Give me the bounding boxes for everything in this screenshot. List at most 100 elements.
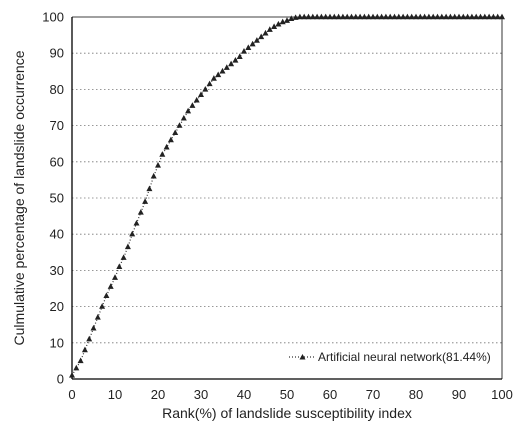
data-point-triangle xyxy=(335,13,342,20)
legend-label: Artificial neural network(81.44%) xyxy=(318,350,491,364)
data-point-triangle xyxy=(305,13,312,20)
data-point-triangle xyxy=(417,13,424,20)
data-point-triangle xyxy=(253,37,260,43)
y-tick-label: 100 xyxy=(42,10,64,25)
x-axis-title: Rank(%) of landslide susceptibility inde… xyxy=(162,405,412,421)
x-tick-labels: 0 10 20 30 40 50 60 70 80 90 100 xyxy=(68,387,512,402)
data-point-triangle xyxy=(210,75,217,81)
data-point-triangle xyxy=(344,13,351,20)
data-point-triangle xyxy=(81,346,88,353)
data-point-triangle xyxy=(245,44,252,50)
data-point-triangle xyxy=(69,371,75,378)
data-point-triangle xyxy=(215,71,222,78)
data-point-triangle xyxy=(77,357,84,364)
y-tick-label: 60 xyxy=(50,154,64,169)
data-point-triangle xyxy=(236,53,243,60)
data-point-triangle xyxy=(167,136,174,143)
data-point-triangle xyxy=(279,18,286,25)
data-point-triangle xyxy=(94,314,101,320)
data-point-triangle xyxy=(206,80,213,87)
data-point-triangle xyxy=(438,13,445,20)
data-point-triangle xyxy=(404,13,411,20)
data-point-triangle xyxy=(378,13,385,20)
legend-background xyxy=(284,346,499,368)
data-point-triangle xyxy=(271,23,278,29)
data-point-triangle xyxy=(292,14,299,20)
data-point-triangle xyxy=(361,13,368,20)
data-point-triangle xyxy=(447,13,454,20)
data-point-triangle xyxy=(413,13,419,20)
data-point-triangle xyxy=(348,13,355,20)
x-tick-label: 60 xyxy=(323,387,337,402)
data-point-triangle xyxy=(219,67,226,74)
data-point-triangle xyxy=(155,162,161,168)
data-point-triangle xyxy=(159,151,166,157)
data-point-triangle xyxy=(494,13,501,20)
data-point-triangle xyxy=(331,13,338,20)
y-tick-labels: 0 10 20 30 40 50 60 70 80 90 100 xyxy=(42,10,64,387)
data-point-triangle xyxy=(430,13,437,20)
data-point-triangle xyxy=(202,86,209,92)
data-point-triangle xyxy=(232,57,239,63)
data-point-triangle xyxy=(103,292,110,298)
data-point-triangle xyxy=(486,13,493,20)
data-point-triangle xyxy=(249,40,256,47)
data-point-triangle xyxy=(477,13,484,20)
data-point-triangle xyxy=(309,13,316,20)
data-point-triangle xyxy=(189,102,196,108)
data-point-triangle xyxy=(370,13,376,20)
data-point-triangle xyxy=(322,13,329,20)
data-point-triangle xyxy=(481,13,488,20)
data-point-triangle xyxy=(357,13,364,20)
x-tick-label: 100 xyxy=(491,387,513,402)
data-point-triangle xyxy=(275,20,282,27)
data-point-triangle xyxy=(172,129,179,136)
data-point-triangle xyxy=(318,13,325,20)
y-axis-title: Culmulative percentage of landslide occu… xyxy=(11,50,27,345)
data-point-triangle xyxy=(490,13,497,20)
y-tick-label: 70 xyxy=(50,118,64,133)
legend-triangle-icon xyxy=(299,354,306,360)
data-point-triangle xyxy=(116,263,123,269)
x-tick-label: 70 xyxy=(366,387,380,402)
data-point-triangle xyxy=(112,274,118,280)
data-point-triangle xyxy=(387,13,394,20)
data-point-triangle xyxy=(180,114,187,121)
data-point-triangle xyxy=(408,13,415,20)
data-point-triangle xyxy=(425,13,432,20)
data-point-triangle xyxy=(284,17,290,23)
data-point-triangle xyxy=(374,13,381,20)
plot-area xyxy=(72,17,502,379)
x-tick-label: 10 xyxy=(108,387,122,402)
data-point-triangle xyxy=(223,64,230,70)
data-point-triangle xyxy=(228,60,235,67)
data-point-triangle xyxy=(352,13,359,20)
data-point-triangle xyxy=(464,13,471,20)
data-point-triangle xyxy=(90,324,97,331)
data-point-triangle xyxy=(133,219,140,226)
x-tick-label: 0 xyxy=(68,387,75,402)
data-point-triangle xyxy=(382,13,389,20)
data-point-triangle xyxy=(456,13,462,20)
data-point-triangle xyxy=(266,26,273,32)
data-point-triangle xyxy=(198,91,204,98)
y-tick-label: 40 xyxy=(50,227,64,242)
data-point-triangle xyxy=(146,185,153,192)
data-point-triangle xyxy=(339,13,346,20)
y-tick-label: 90 xyxy=(50,46,64,61)
y-tick-label: 0 xyxy=(57,372,64,387)
data-point-triangle xyxy=(327,13,333,20)
y-tick-label: 10 xyxy=(50,335,64,350)
data-point-triangle xyxy=(185,107,192,114)
data-point-triangle xyxy=(262,29,269,36)
data-point-triangle xyxy=(129,230,136,237)
data-point-triangle xyxy=(365,13,372,20)
data-point-triangle xyxy=(391,13,398,20)
data-point-triangle xyxy=(499,13,505,20)
data-point-triangle xyxy=(241,47,247,54)
data-point-triangle xyxy=(86,335,93,342)
x-tick-label: 50 xyxy=(280,387,294,402)
data-point-triangle xyxy=(150,172,157,179)
data-point-triangle xyxy=(163,143,170,150)
